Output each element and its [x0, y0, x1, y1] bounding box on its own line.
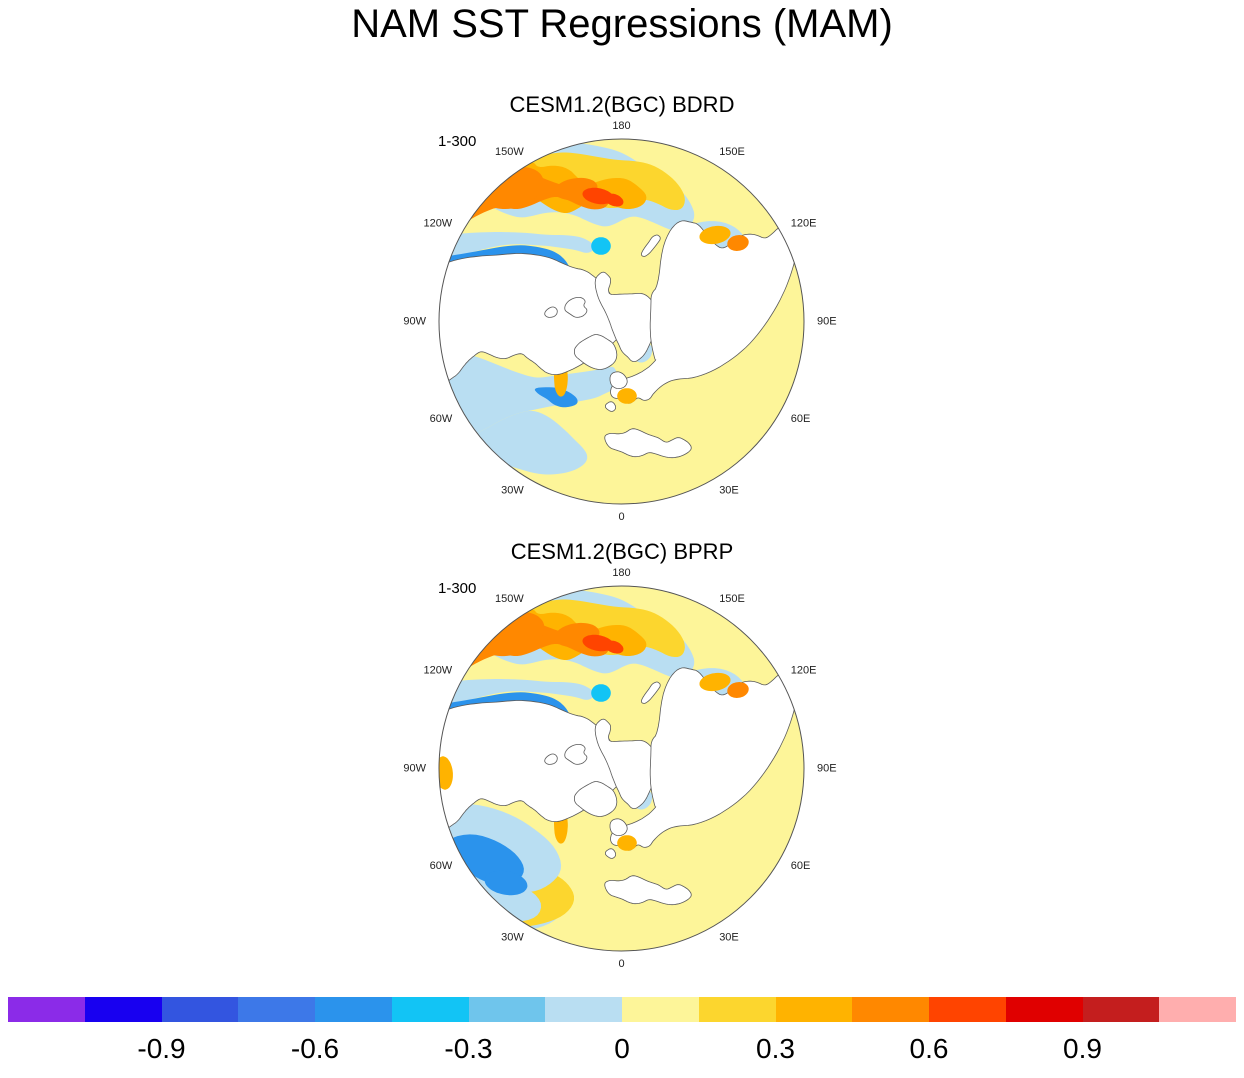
svg-text:30E: 30E	[719, 932, 739, 944]
svg-text:150E: 150E	[719, 146, 745, 158]
svg-text:60E: 60E	[791, 860, 811, 872]
svg-text:120W: 120W	[423, 218, 452, 230]
svg-text:30W: 30W	[501, 485, 524, 497]
svg-text:90W: 90W	[403, 762, 426, 774]
svg-text:150E: 150E	[719, 593, 745, 605]
svg-text:180: 180	[612, 120, 630, 132]
svg-text:30W: 30W	[501, 932, 524, 944]
svg-text:0: 0	[618, 511, 624, 523]
svg-text:60E: 60E	[791, 413, 811, 425]
svg-text:90E: 90E	[817, 762, 837, 774]
svg-text:0: 0	[618, 958, 624, 970]
svg-text:90W: 90W	[403, 315, 426, 327]
svg-text:60W: 60W	[430, 413, 453, 425]
svg-text:90E: 90E	[817, 315, 837, 327]
svg-text:180: 180	[612, 567, 630, 579]
svg-text:30E: 30E	[719, 485, 739, 497]
svg-text:60W: 60W	[430, 860, 453, 872]
svg-text:120E: 120E	[791, 218, 817, 230]
svg-text:120E: 120E	[791, 665, 817, 677]
svg-text:120W: 120W	[423, 665, 452, 677]
svg-text:150W: 150W	[495, 146, 524, 158]
svg-text:150W: 150W	[495, 593, 524, 605]
